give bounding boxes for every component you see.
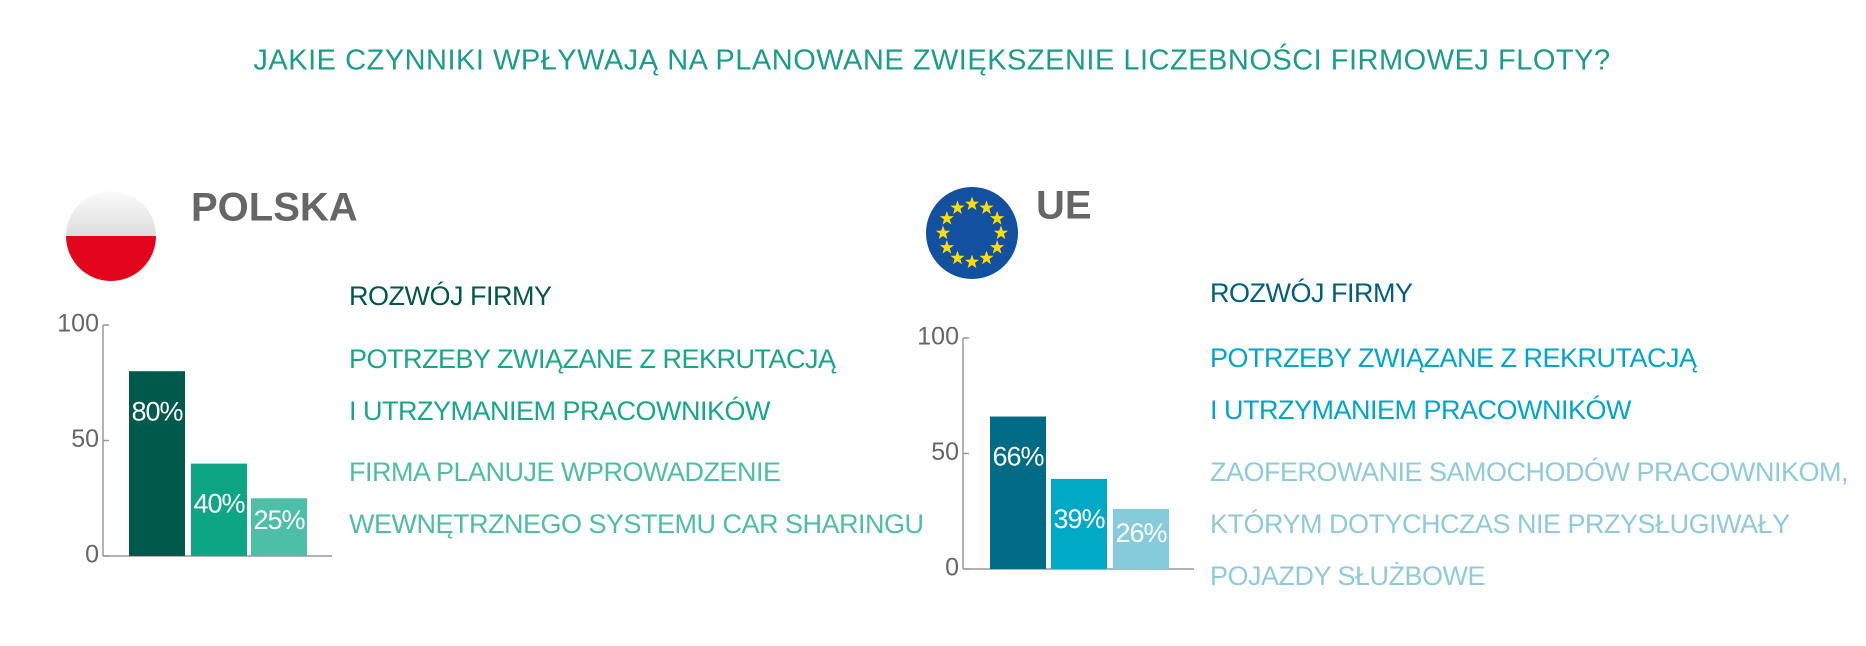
value-label: 39% [1053, 504, 1105, 534]
eu-star [979, 200, 994, 214]
eu-star [939, 211, 954, 225]
eu-star [990, 240, 1005, 254]
value-label: 80% [131, 396, 183, 426]
bar [129, 371, 185, 556]
y-tick-label: 50 [931, 438, 959, 466]
eu-star [950, 250, 965, 265]
chart-title: UE [1036, 184, 1092, 228]
flag-poland [66, 191, 156, 281]
value-label: 26% [1115, 518, 1167, 548]
flag-eu [926, 187, 1018, 279]
y-tick-label: 0 [85, 541, 99, 569]
eu-star [935, 225, 951, 240]
value-label: 66% [992, 442, 1044, 472]
chart-title: POLSKA [191, 186, 358, 230]
y-tick-label: 0 [945, 554, 959, 582]
bar [990, 416, 1046, 569]
eu-star [993, 225, 1009, 240]
category-label: FIRMA PLANUJE WPROWADZENIE WEWNĘTRZNEGO … [349, 457, 924, 539]
category-label: POTRZEBY ZWIĄZANE Z REKRUTACJĄ I UTRZYMA… [349, 344, 836, 426]
bar [191, 463, 247, 556]
eu-star [964, 196, 980, 211]
y-tick-label: 100 [57, 310, 99, 338]
category-label: POTRZEBY ZWIĄZANE Z REKRUTACJĄ I UTRZYMA… [1210, 343, 1697, 425]
value-label: 40% [193, 489, 245, 519]
bar [1051, 478, 1107, 569]
eu-star [950, 200, 965, 214]
eu-star [979, 250, 994, 265]
eu-star [939, 240, 954, 254]
category-label: ZAOFEROWANIE SAMOCHODÓW PRACOWNIKOM, KTÓ… [1210, 457, 1849, 591]
bar [251, 498, 307, 556]
category-label: ROZWÓJ FIRMY [349, 281, 552, 311]
y-tick-label: 100 [917, 323, 959, 351]
eu-star [964, 254, 980, 269]
value-label: 25% [253, 505, 305, 535]
category-label: ROZWÓJ FIRMY [1210, 278, 1413, 308]
bar [1113, 508, 1169, 569]
eu-star [990, 211, 1005, 225]
page-title: JAKIE CZYNNIKI WPŁYWAJĄ NA PLANOWANE ZWI… [253, 43, 1610, 77]
y-tick-label: 50 [71, 425, 99, 453]
